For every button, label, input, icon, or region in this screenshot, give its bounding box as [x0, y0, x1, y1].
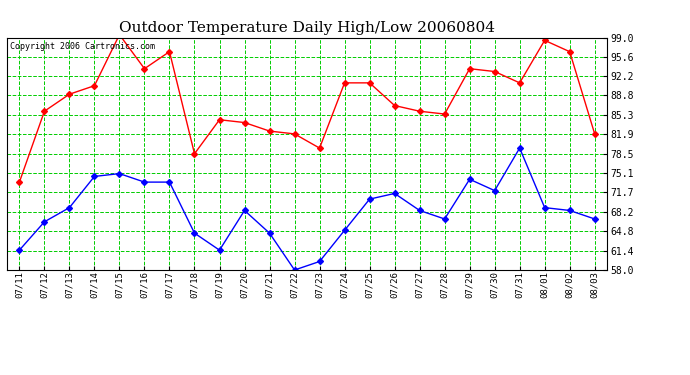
Text: Copyright 2006 Cartronics.com: Copyright 2006 Cartronics.com	[10, 42, 155, 51]
Title: Outdoor Temperature Daily High/Low 20060804: Outdoor Temperature Daily High/Low 20060…	[119, 21, 495, 35]
